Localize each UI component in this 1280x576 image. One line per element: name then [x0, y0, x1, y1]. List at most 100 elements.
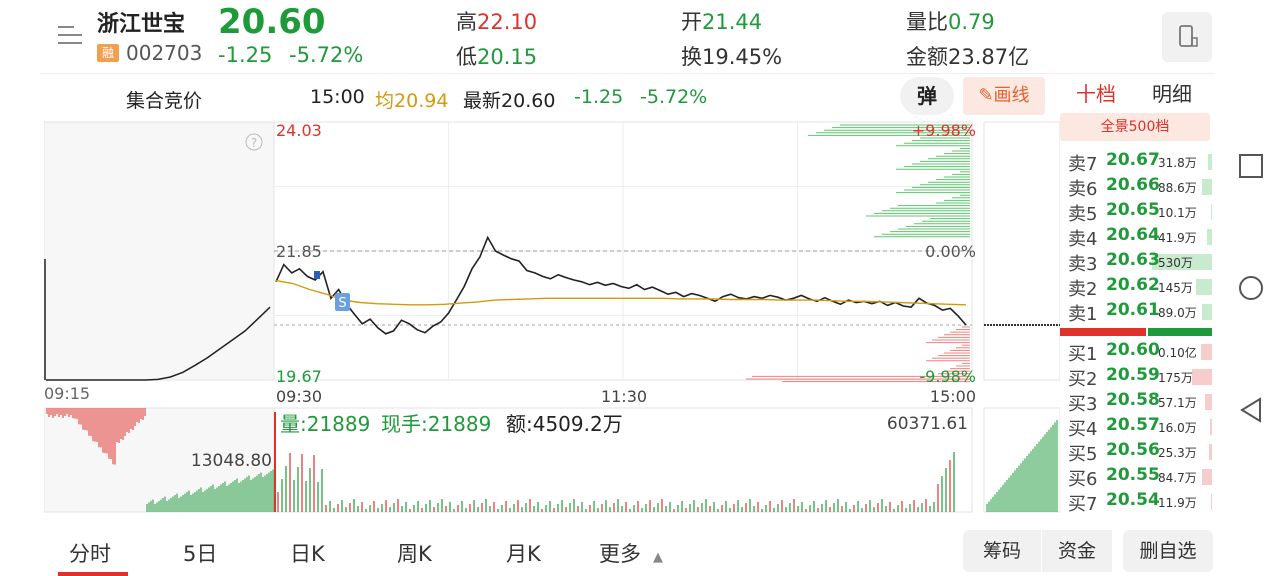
- level-label: 卖7: [1068, 154, 1098, 175]
- auction-volume-label: 13048.80: [191, 451, 272, 471]
- tab-more[interactable]: 更多 ▲: [599, 542, 663, 566]
- ask-level[interactable]: 卖2 20.62 145万: [1066, 275, 1212, 300]
- high-stat: 高22.10: [456, 10, 538, 34]
- home-icon[interactable]: [1238, 275, 1264, 301]
- level-volume: 175万: [1158, 371, 1193, 385]
- draw-line-button[interactable]: ✎画线: [963, 77, 1045, 115]
- volume-panel-border: [273, 407, 973, 513]
- pencil-icon: ✎: [978, 85, 994, 106]
- full-view-label: 全景500档: [1100, 119, 1170, 135]
- tab-weekly-k[interactable]: 周K: [397, 542, 432, 566]
- help-icon: [245, 133, 263, 151]
- low-stat: 低20.15: [456, 45, 538, 69]
- bid-level[interactable]: 买7 20.54 11.9万: [1066, 490, 1212, 515]
- stock-name: 浙江世宝: [97, 12, 186, 37]
- ask-level[interactable]: 卖6 20.66 88.6万: [1066, 175, 1212, 200]
- ask-bid-separator: [1060, 328, 1212, 336]
- level-price: 20.61: [1106, 300, 1160, 320]
- level-volume: 84.7万: [1158, 471, 1197, 485]
- level-volume-bar: [1152, 254, 1212, 270]
- remove-watchlist-button[interactable]: 删自选: [1123, 530, 1213, 572]
- funds-button[interactable]: 资金: [1042, 530, 1112, 572]
- amount-label: 额:4509.2万: [506, 412, 623, 436]
- back-icon[interactable]: [1238, 397, 1264, 423]
- menu-icon[interactable]: [56, 24, 84, 46]
- ask-level[interactable]: 卖5 20.65 10.1万: [1066, 200, 1212, 225]
- level-price: 20.55: [1106, 465, 1160, 485]
- latest-price: 最新20.60: [463, 90, 556, 112]
- ask-level[interactable]: 卖3 20.63 530万: [1066, 250, 1212, 275]
- sell-signal-label: S: [338, 296, 346, 311]
- level-price: 20.65: [1106, 200, 1160, 220]
- time-label-1130: 11:30: [601, 387, 647, 406]
- sell-signal-marker: [335, 293, 350, 311]
- hand-label: 现手:21889: [381, 412, 491, 436]
- ask-level[interactable]: 卖1 20.61 89.0万: [1066, 300, 1212, 325]
- level-label: 卖5: [1068, 204, 1098, 225]
- level-label: 买7: [1068, 494, 1098, 515]
- level-price: 20.57: [1106, 415, 1160, 435]
- tab-intraday[interactable]: 分时: [69, 542, 111, 566]
- time-label-0930: 09:30: [276, 387, 322, 406]
- order-book: 卖7 20.67 31.8万 卖6 20.66 88.6万 卖5 20.65 10.1万 卖4 20…: [1060, 141, 1212, 525]
- pct-low-label: -9.98%: [919, 367, 976, 386]
- level-volume-bar: [1200, 344, 1212, 360]
- volume-ratio-stat: 量比0.79: [906, 10, 995, 34]
- active-tab-indicator: [58, 572, 128, 576]
- pct-zero-label: 0.00%: [925, 242, 976, 261]
- level-price: 20.64: [1106, 225, 1160, 245]
- bid-level[interactable]: 买2 20.59 175万: [1066, 365, 1212, 390]
- phone-rotate-icon: [1179, 25, 1198, 47]
- level-price: 20.62: [1106, 275, 1160, 295]
- bullet-comment-button[interactable]: 弹: [900, 77, 954, 115]
- level-volume-bar: [1205, 394, 1212, 410]
- level-volume-bar: [1210, 419, 1212, 435]
- avg-price-line: [275, 279, 967, 306]
- ask-level[interactable]: 卖7 20.67 31.8万: [1066, 150, 1212, 175]
- time-label-1500: 15:00: [930, 387, 976, 406]
- level-volume-bar: [1207, 229, 1212, 245]
- tab-ten-levels[interactable]: 十档: [1076, 82, 1116, 106]
- time-label-0915: 09:15: [44, 384, 90, 403]
- tab-daily-k[interactable]: 日K: [290, 542, 325, 566]
- tab-detail[interactable]: 明细: [1152, 82, 1192, 106]
- latest-change-pct: -5.72%: [640, 86, 708, 108]
- recent-apps-icon[interactable]: [1238, 153, 1264, 179]
- latest-change: -1.25: [574, 86, 624, 108]
- price-line: [275, 235, 967, 335]
- current-time: 15:00: [310, 86, 365, 108]
- level-volume: 57.1万: [1158, 396, 1197, 410]
- bid-level[interactable]: 买5 20.56 25.3万: [1066, 440, 1212, 465]
- level-volume: 25.3万: [1158, 446, 1197, 460]
- bid-level[interactable]: 买6 20.55 84.7万: [1066, 465, 1212, 490]
- level-label: 买4: [1068, 419, 1098, 440]
- auction-volume-panel: [44, 408, 274, 512]
- level-label: 买3: [1068, 394, 1098, 415]
- full-view-banner[interactable]: 全景500档: [1060, 113, 1210, 141]
- level-label: 卖2: [1068, 279, 1098, 300]
- buy-signal-marker: [314, 271, 320, 279]
- price-low-label: 19.67: [276, 367, 322, 386]
- level-price: 20.63: [1106, 250, 1160, 270]
- level-label: 买5: [1068, 444, 1098, 465]
- tab-monthly-k[interactable]: 月K: [506, 542, 541, 566]
- chip-button[interactable]: 筹码: [963, 530, 1041, 572]
- volume-panel-border: [983, 407, 1060, 513]
- level-label: 卖4: [1068, 229, 1098, 250]
- intraday-chart[interactable]: S 24.03 21.85 19.67 +9.98% 0.00% -9.98% 09:15 09…: [44, 120, 1060, 525]
- level-price: 20.54: [1106, 490, 1160, 510]
- level-label: 卖6: [1068, 179, 1098, 200]
- level-volume-bar: [1195, 279, 1212, 295]
- bid-level[interactable]: 买4 20.57 16.0万: [1066, 415, 1212, 440]
- auction-panel: [44, 122, 274, 380]
- bid-level[interactable]: 买1 20.60 0.10亿: [1066, 340, 1212, 365]
- level-price: 20.60: [1106, 340, 1160, 360]
- bid-level[interactable]: 买3 20.58 57.1万: [1066, 390, 1212, 415]
- landscape-toggle-button[interactable]: [1162, 12, 1212, 62]
- tab-5day[interactable]: 5日: [183, 542, 218, 566]
- current-price: 20.60: [218, 2, 326, 42]
- level-price: 20.59: [1106, 365, 1160, 385]
- ask-level[interactable]: 卖4 20.64 41.9万: [1066, 225, 1212, 250]
- level-volume-bar: [1210, 494, 1212, 510]
- turnover-stat: 换19.45%: [681, 45, 783, 69]
